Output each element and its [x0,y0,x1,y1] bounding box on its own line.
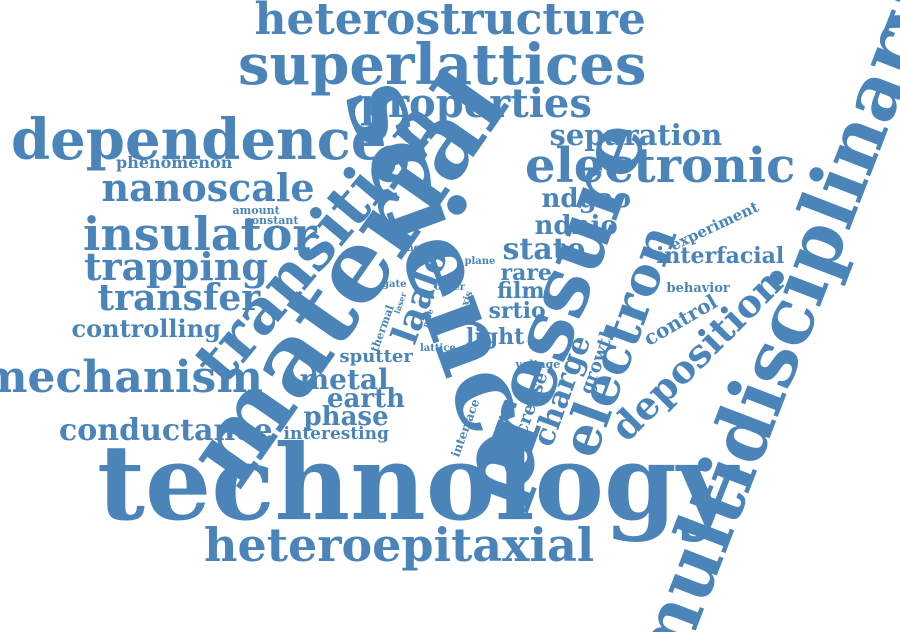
word-srtio: srtio [488,298,546,324]
word-voltage: voltage [515,357,561,371]
word-behavior: behavior [666,280,730,296]
word-plane: plane [464,256,496,267]
word-metallic: metallic [403,243,449,254]
word-rare: rare [500,260,552,286]
word-conductance: conductance [59,413,273,448]
word-phase: phase [303,402,389,432]
word-trapping: trapping [84,244,268,289]
word-constant: constant [245,213,299,227]
word-separation: separation [549,117,723,152]
word-technology: technology [97,421,738,544]
word-insulator: insulator [83,207,317,261]
word-ndgao: ndgao [541,184,631,214]
word-lattice: lattice [420,343,456,354]
word-transfer: transfer [97,277,261,319]
word-phenomenon: phenomenon [116,153,233,172]
word-controlling: controlling [71,314,221,343]
word-interfacial: interfacial [656,243,785,269]
word-superlattices: superlattices [238,32,647,98]
word-gate: gate [382,279,407,290]
word-nanoscale: nanoscale [101,165,315,210]
word-mechanism: mechanism [0,352,263,403]
word-ndnio: ndnio [534,211,618,241]
word-electronic: electronic [525,138,796,194]
word-sputter: sputter [339,346,413,367]
word-metal: metal [299,363,389,396]
word-order: order [434,282,466,293]
word-heterostructure: heterostructure [254,0,646,45]
word-dependence: dependence [11,107,387,173]
word-interesting: interesting [283,423,389,444]
word-properties: properties [360,80,592,127]
word-film: film [497,278,545,304]
word-earth: earth [327,384,405,414]
word-light: light [466,324,525,350]
word-amount: amount [232,203,280,217]
word-heteroepitaxial: heteroepitaxial [204,518,595,572]
word-state: state [502,232,586,267]
